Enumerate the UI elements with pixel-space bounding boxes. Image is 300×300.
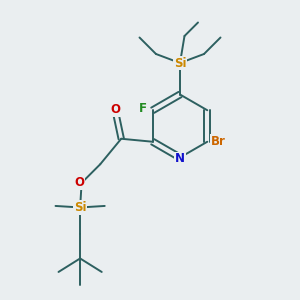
Text: Si: Si <box>174 56 186 70</box>
Text: Br: Br <box>211 135 226 148</box>
Text: O: O <box>111 103 121 116</box>
Text: N: N <box>175 152 185 166</box>
Text: O: O <box>74 176 84 189</box>
Text: F: F <box>139 102 147 115</box>
Text: Si: Si <box>74 201 86 214</box>
